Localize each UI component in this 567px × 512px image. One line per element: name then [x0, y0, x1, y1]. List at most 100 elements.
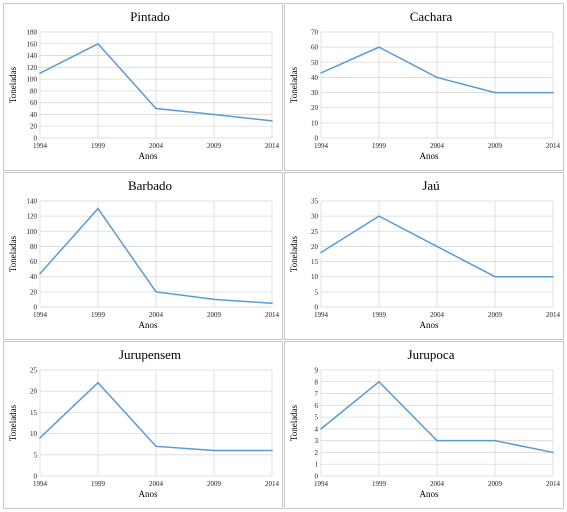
- y-tick-label: 5: [34, 451, 38, 459]
- data-point: [39, 272, 41, 275]
- y-tick-label: 0: [315, 473, 319, 481]
- x-tick-label: 2004: [149, 311, 164, 319]
- y-tick-label: 5: [315, 414, 319, 422]
- x-tick-label: 1994: [314, 142, 329, 150]
- chart-panel: Jurupoca 0 1 2 3 4 5 6 7 8 9 1994 1999 2004 2009 2014 An…: [284, 341, 564, 509]
- y-axis-title: Toneladas: [8, 66, 18, 103]
- data-point: [494, 91, 496, 94]
- x-axis-title: Anos: [419, 151, 438, 161]
- y-tick-label: 30: [311, 89, 319, 97]
- x-tick-label: 1994: [314, 311, 329, 319]
- x-tick-label: 2009: [488, 311, 503, 319]
- x-tick-label: 2014: [265, 480, 280, 488]
- y-tick-label: 40: [30, 273, 38, 281]
- x-tick-label: 2014: [546, 480, 561, 488]
- x-tick-label: 2014: [546, 142, 561, 150]
- y-tick-label: 20: [311, 104, 319, 112]
- y-tick-label: 10: [311, 273, 319, 281]
- x-tick-label: 2014: [265, 311, 280, 319]
- data-point: [436, 76, 438, 79]
- y-tick-label: 20: [30, 288, 38, 296]
- chart-svg: Pintado 0 20 40 60 80 100 120 140 160 180 1994 1999 2…: [8, 9, 280, 161]
- data-point: [39, 72, 41, 75]
- y-tick-label: 15: [311, 258, 319, 266]
- y-tick-label: 100: [27, 76, 38, 84]
- data-point: [97, 42, 99, 45]
- x-axis-title: Anos: [138, 320, 157, 330]
- y-tick-label: 15: [30, 409, 38, 417]
- chart-title: Barbado: [128, 178, 172, 193]
- y-tick-label: 20: [311, 243, 319, 251]
- y-tick-label: 0: [315, 135, 319, 143]
- y-tick-label: 5: [315, 288, 319, 296]
- y-tick-label: 20: [30, 388, 38, 396]
- y-axis-title: Toneladas: [289, 404, 299, 441]
- y-tick-label: 0: [34, 473, 38, 481]
- y-tick-label: 35: [311, 198, 319, 206]
- y-tick-label: 60: [30, 258, 38, 266]
- chart-panel: Jaú 0 5 10 15 20 25 30 35 1994 1999 2004 2009 2014 Ano…: [284, 172, 564, 340]
- y-tick-label: 9: [315, 367, 319, 375]
- chart-svg: Jaú 0 5 10 15 20 25 30 35 1994 1999 2004 2009 2014 Ano…: [289, 178, 561, 330]
- data-point: [97, 207, 99, 210]
- data-point: [378, 215, 380, 217]
- data-point: [97, 381, 99, 384]
- x-tick-label: 1999: [372, 480, 387, 488]
- y-tick-label: 140: [27, 198, 38, 206]
- y-tick-label: 25: [311, 228, 319, 236]
- x-tick-label: 2004: [430, 480, 445, 488]
- y-tick-label: 40: [311, 74, 319, 82]
- y-tick-label: 0: [315, 304, 319, 312]
- chart-panel: Jurupensem 0 5 10 15 20 25 1994 1999 2004 2009 2014…: [3, 341, 283, 509]
- chart-svg: Jurupensem 0 5 10 15 20 25 1994 1999 2004 2009 2014…: [8, 347, 280, 499]
- y-tick-label: 40: [30, 111, 38, 119]
- y-axis-title: Toneladas: [289, 66, 299, 103]
- chart-title: Jurupensem: [119, 347, 181, 362]
- data-point: [494, 439, 496, 442]
- y-tick-label: 50: [311, 59, 319, 67]
- x-tick-label: 2004: [430, 142, 445, 150]
- y-tick-label: 0: [34, 135, 38, 143]
- chart-svg: Barbado 0 20 40 60 80 100 120 140 1994 1999 2004 200…: [8, 178, 280, 330]
- x-tick-label: 1999: [91, 480, 106, 488]
- data-point: [213, 113, 215, 116]
- y-tick-label: 4: [315, 425, 319, 433]
- x-tick-label: 1999: [91, 142, 106, 150]
- x-tick-label: 1994: [33, 142, 48, 150]
- y-tick-label: 120: [27, 213, 38, 221]
- data-point: [155, 445, 157, 448]
- data-point: [436, 439, 438, 442]
- x-axis-title: Anos: [419, 320, 438, 330]
- data-point: [271, 120, 273, 122]
- y-tick-label: 10: [311, 119, 319, 127]
- x-tick-label: 2014: [265, 142, 280, 150]
- x-tick-label: 2004: [430, 311, 445, 319]
- y-tick-label: 7: [315, 390, 319, 398]
- y-tick-label: 2: [315, 449, 319, 457]
- x-tick-label: 2009: [488, 142, 503, 150]
- y-tick-label: 140: [27, 52, 38, 60]
- data-point: [155, 291, 157, 293]
- x-tick-label: 2014: [546, 311, 561, 319]
- y-tick-label: 0: [34, 304, 38, 312]
- chart-svg: Jurupoca 0 1 2 3 4 5 6 7 8 9 1994 1999 2004 2009 2014 An…: [289, 347, 561, 499]
- y-tick-label: 80: [30, 87, 38, 95]
- y-tick-label: 20: [30, 123, 38, 131]
- data-point: [552, 275, 554, 278]
- data-point: [320, 72, 322, 74]
- x-tick-label: 2009: [207, 142, 222, 150]
- chart-panel: Cachara 0 10 20 30 40 50 60 70 1994 1999 2004 2009 20…: [284, 3, 564, 171]
- chart-title: Cachara: [410, 9, 453, 24]
- y-tick-label: 70: [311, 29, 319, 37]
- data-point: [552, 91, 554, 94]
- y-tick-label: 30: [311, 213, 319, 221]
- y-tick-label: 8: [315, 378, 319, 386]
- y-tick-label: 10: [30, 430, 38, 438]
- chart-title: Pintado: [130, 9, 170, 24]
- y-axis-title: Toneladas: [289, 235, 299, 272]
- data-point: [271, 302, 273, 305]
- y-tick-label: 60: [311, 44, 319, 52]
- chart-svg: Cachara 0 10 20 30 40 50 60 70 1994 1999 2004 2009 20…: [289, 9, 561, 161]
- y-tick-label: 1: [315, 461, 319, 469]
